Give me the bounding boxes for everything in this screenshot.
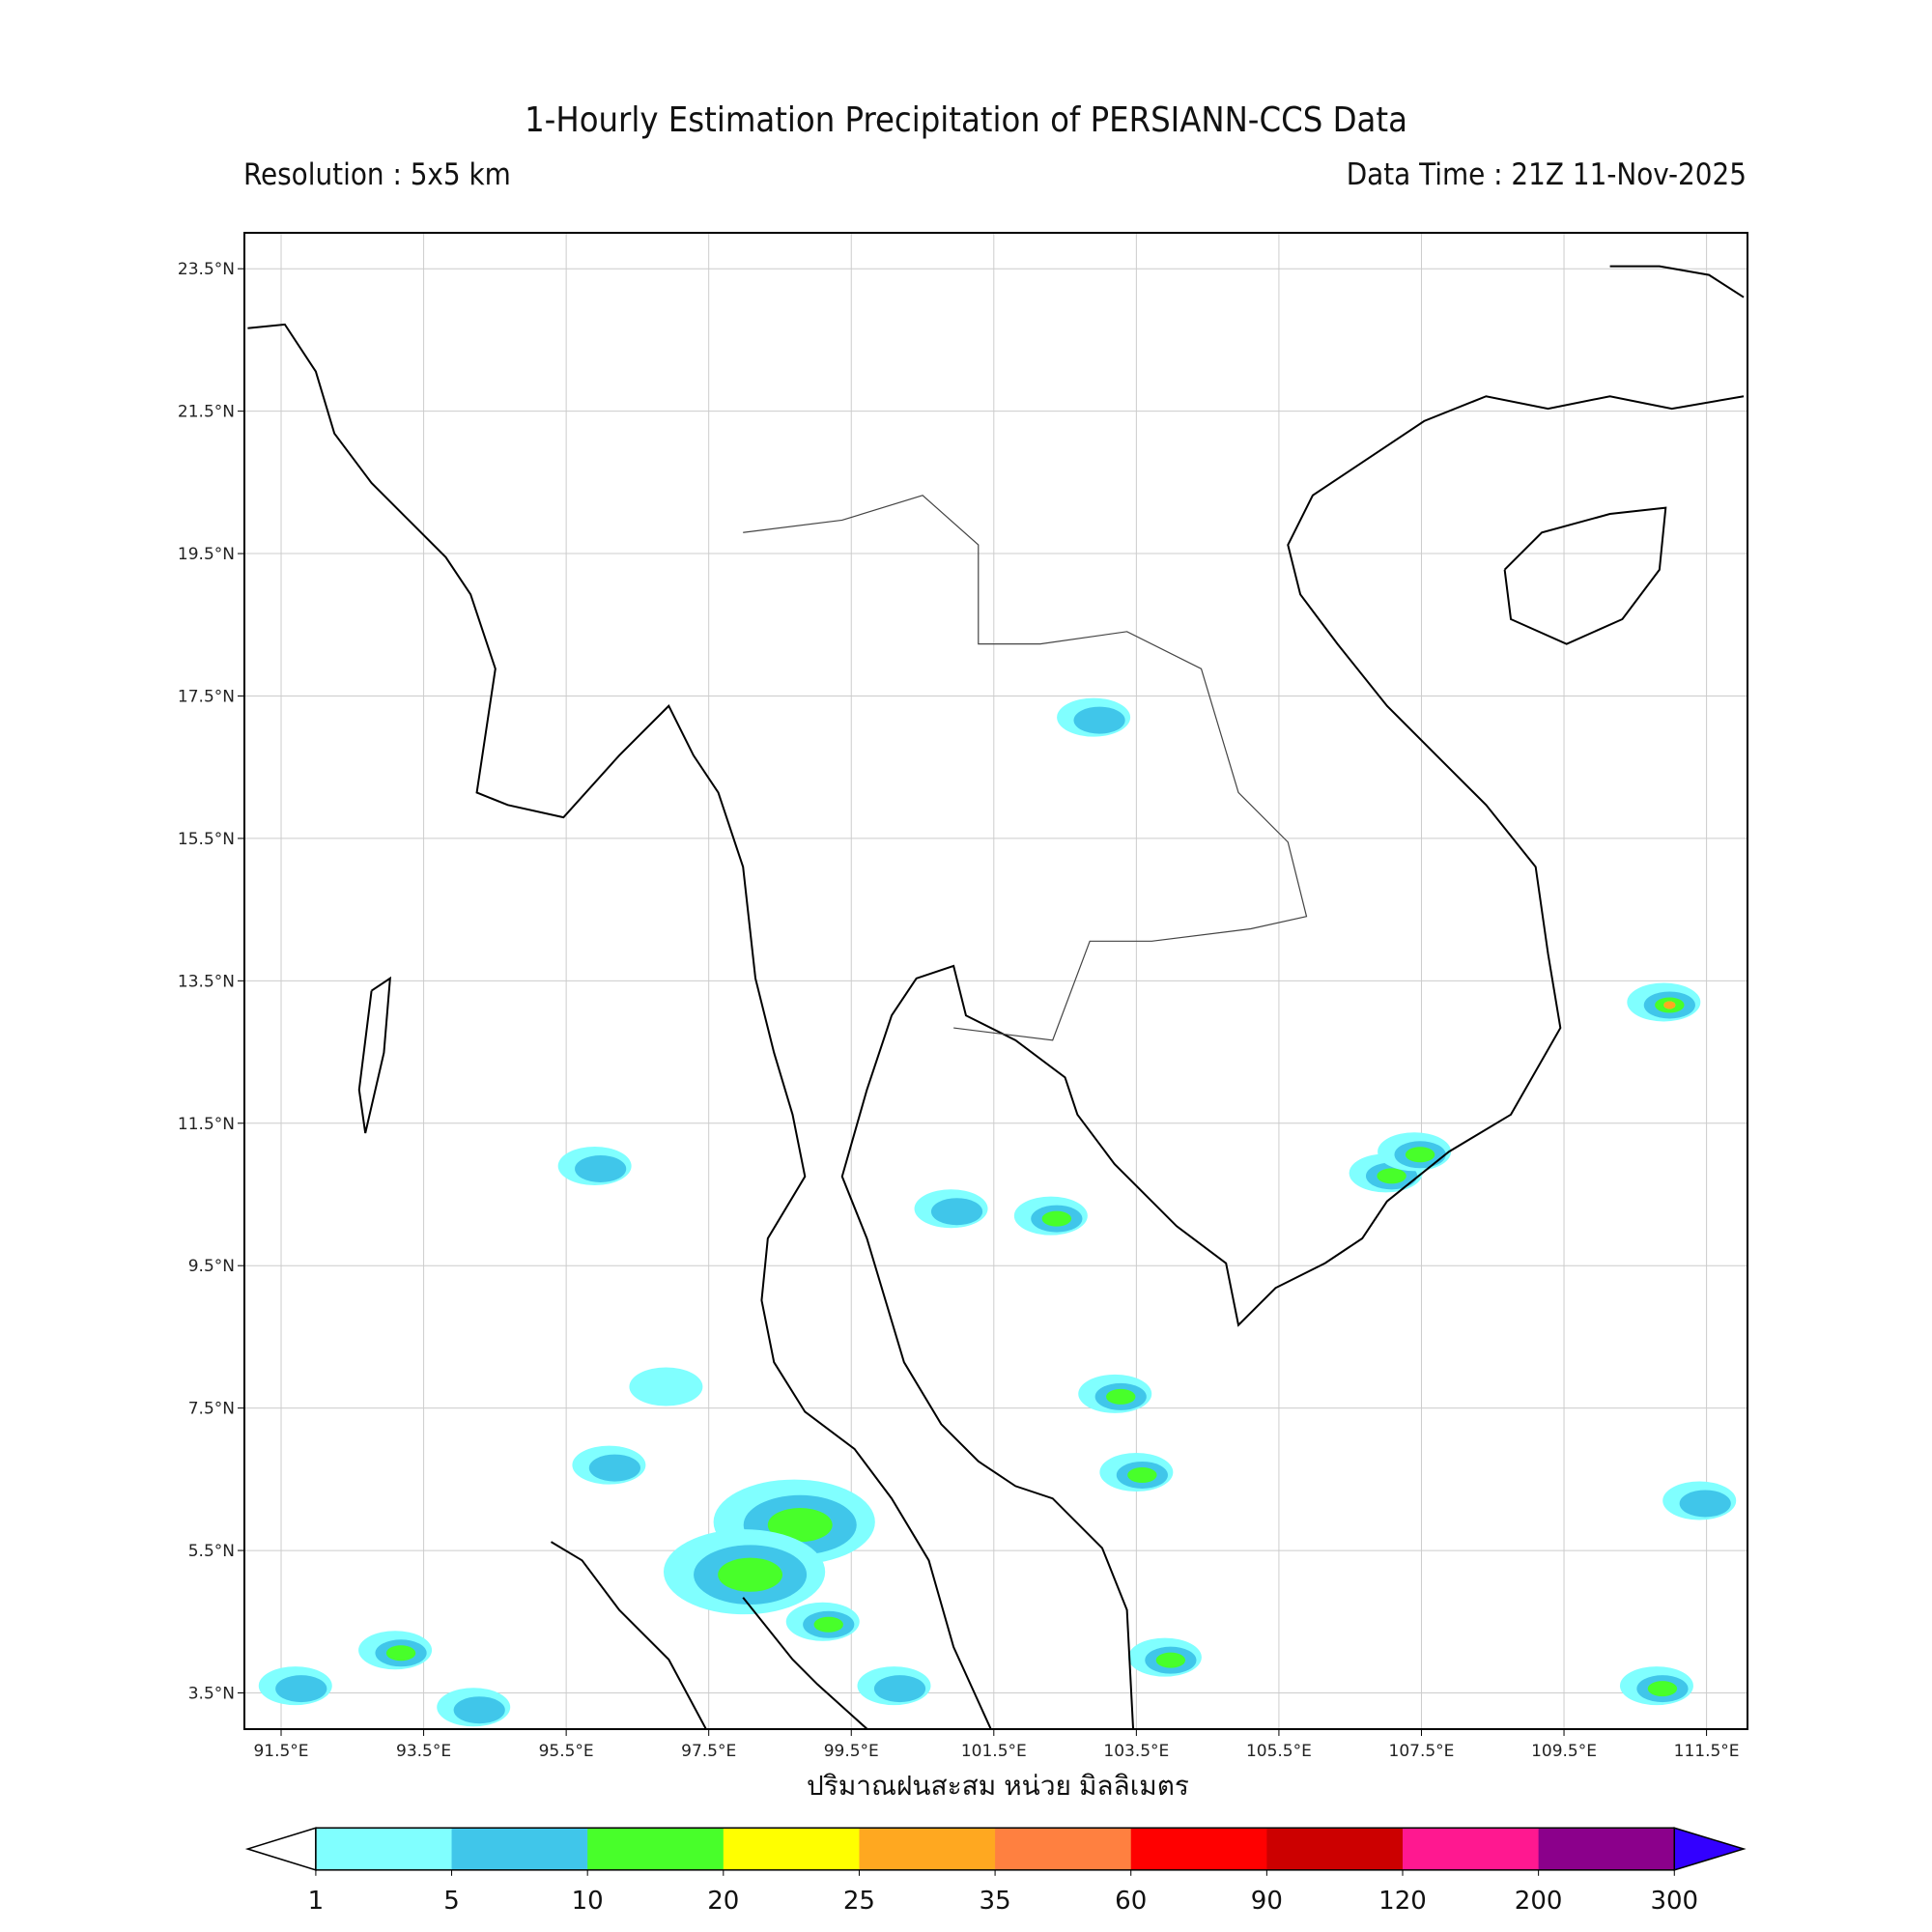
x-tick-label: 97.5°E xyxy=(681,1742,736,1761)
precip-cell xyxy=(1377,1168,1406,1184)
x-tick-label: 105.5°E xyxy=(1246,1742,1312,1761)
precip-cell xyxy=(813,1616,843,1633)
colorbar-tick-label: 10 xyxy=(572,1887,604,1916)
colorbar-tick-label: 300 xyxy=(1650,1887,1698,1916)
x-tick-label: 109.5°E xyxy=(1531,1742,1597,1761)
precip-cell xyxy=(275,1675,327,1703)
y-tick-label: 7.5°N xyxy=(188,1400,235,1419)
colorbar-tick-label: 90 xyxy=(1251,1887,1283,1916)
y-tick-label: 19.5°N xyxy=(178,545,235,564)
thailand-border xyxy=(743,495,1308,1041)
map-title: 1-Hourly Estimation Precipitation of PER… xyxy=(525,100,1407,140)
y-tick-label: 11.5°N xyxy=(178,1115,235,1134)
y-tick-label: 9.5°N xyxy=(188,1257,235,1276)
colorbar-tick-label: 120 xyxy=(1378,1887,1427,1916)
x-tick-label: 101.5°E xyxy=(961,1742,1027,1761)
y-tick-label: 21.5°N xyxy=(178,403,235,422)
x-tick-label: 111.5°E xyxy=(1674,1742,1740,1761)
x-tick-label: 93.5°E xyxy=(396,1742,451,1761)
colorbar-tick-label: 60 xyxy=(1115,1887,1147,1916)
precip-cell xyxy=(718,1557,783,1592)
colorbar-segment xyxy=(315,1828,453,1870)
colorbar-segment xyxy=(859,1828,996,1870)
colorbar-segment xyxy=(1130,1828,1267,1870)
x-tick-label: 91.5°E xyxy=(253,1742,308,1761)
precip-cell xyxy=(1647,1681,1678,1697)
y-tick-label: 13.5°N xyxy=(178,972,235,991)
colorbar-segment xyxy=(1538,1828,1675,1870)
coastline xyxy=(1609,265,1745,298)
colorbar-label: ปริมาณฝนสะสม หน่วย มิลลิเมตร xyxy=(807,1770,1189,1802)
precip-cell xyxy=(453,1696,505,1724)
precip-cell xyxy=(873,1675,926,1703)
precip-cell xyxy=(575,1155,627,1183)
coastline xyxy=(1503,506,1667,645)
coastline xyxy=(247,323,992,1729)
precip-cell xyxy=(767,1507,833,1543)
x-tick-label: 95.5°E xyxy=(539,1742,594,1761)
data-time-label: Data Time : 21Z 11-Nov-2025 xyxy=(1346,157,1747,192)
colorbar-over-arrow xyxy=(1673,1827,1747,1871)
y-tick-label: 15.5°N xyxy=(178,830,235,849)
precip-cell xyxy=(1127,1466,1157,1483)
colorbar-segment xyxy=(723,1828,860,1870)
y-tick-label: 23.5°N xyxy=(178,260,235,279)
precipitation-field xyxy=(258,697,1737,1727)
colorbar-segment xyxy=(1266,1828,1404,1870)
precip-cell xyxy=(385,1645,416,1662)
y-tick-label: 5.5°N xyxy=(188,1542,235,1561)
precip-cell xyxy=(1405,1147,1435,1163)
colorbar-tick-label: 200 xyxy=(1515,1887,1563,1916)
precip-cell xyxy=(1073,706,1125,734)
precip-cell xyxy=(930,1198,983,1226)
precip-cell xyxy=(629,1367,703,1406)
colorbar-tick-label: 25 xyxy=(843,1887,875,1916)
colorbar-segment xyxy=(995,1828,1132,1870)
y-tick-label: 17.5°N xyxy=(178,687,235,706)
x-tick-label: 107.5°E xyxy=(1389,1742,1455,1761)
precip-cell xyxy=(588,1454,640,1482)
colorbar-tick-label: 35 xyxy=(980,1887,1011,1916)
coastline xyxy=(357,976,391,1134)
precip-cell xyxy=(1106,1388,1136,1405)
x-tick-label: 99.5°E xyxy=(824,1742,879,1761)
graticule xyxy=(244,233,1747,1729)
precip-cell xyxy=(1679,1490,1731,1518)
coastlines xyxy=(247,265,1745,1729)
colorbar-tick-label: 5 xyxy=(443,1887,460,1916)
colorbar: 1 5 10 20 25 35 60 90 120 200 300 xyxy=(244,1827,1747,1916)
x-tick-label: 103.5°E xyxy=(1103,1742,1169,1761)
precip-cell xyxy=(1155,1652,1186,1668)
precip-cell xyxy=(1041,1210,1072,1227)
colorbar-segment xyxy=(451,1828,588,1870)
axis-ticks: 91.5°E 93.5°E 95.5°E 97.5°E 99.5°E 101.5°E 103… xyxy=(178,260,1740,1761)
colorbar-tick-label: 20 xyxy=(707,1887,739,1916)
coastline xyxy=(742,1597,868,1729)
colorbar-tick-label: 1 xyxy=(308,1887,325,1916)
precip-cell xyxy=(1663,1001,1676,1009)
colorbar-segment xyxy=(587,1828,724,1870)
colorbar-under-arrow xyxy=(244,1827,317,1871)
coastline xyxy=(550,1541,707,1729)
coastline xyxy=(840,395,1745,1729)
colorbar-segment xyxy=(1402,1828,1540,1870)
y-tick-label: 3.5°N xyxy=(188,1684,235,1703)
resolution-label: Resolution : 5x5 km xyxy=(243,157,511,192)
